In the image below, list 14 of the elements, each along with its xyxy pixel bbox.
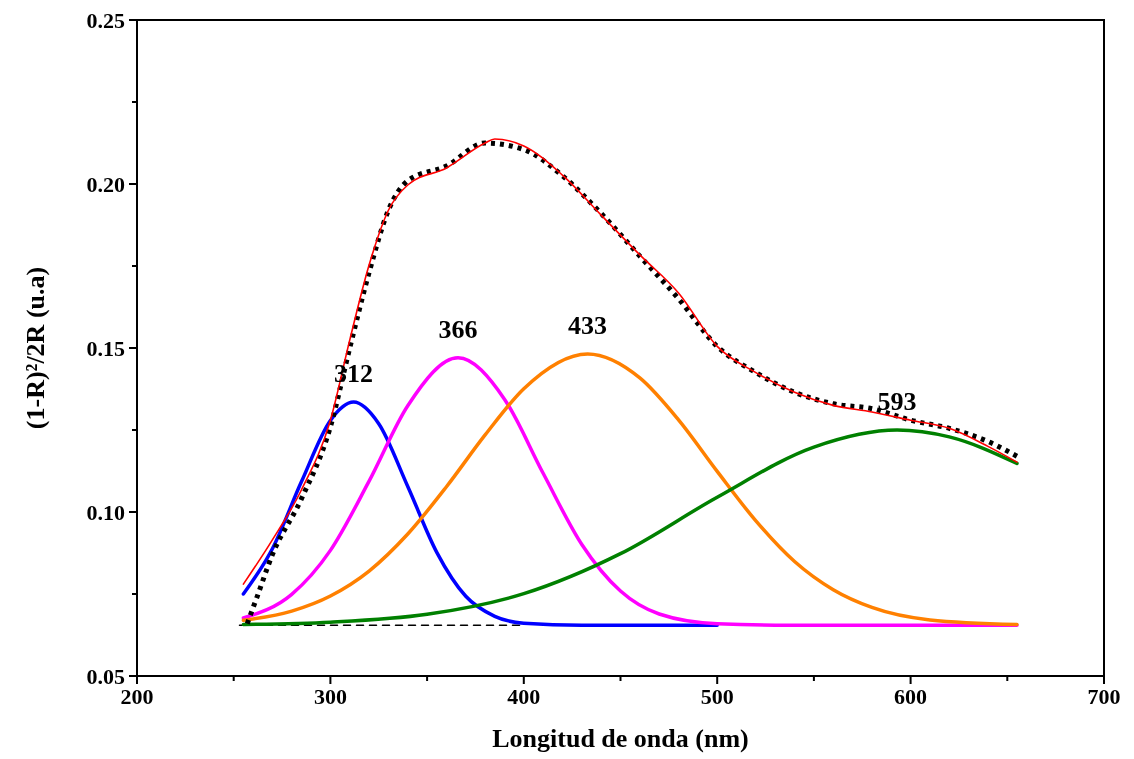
x-axis-title: Longitud de onda (nm) — [492, 724, 749, 753]
x-tick-label: 400 — [507, 684, 541, 709]
y-tick-label: 0.15 — [86, 335, 125, 361]
x-tick-label: 700 — [1087, 684, 1121, 709]
x-tick-label: 600 — [894, 684, 928, 709]
y-tick-label: 0.20 — [86, 171, 125, 197]
annotation: 366 — [438, 314, 478, 344]
y-tick-label: 0.10 — [86, 499, 125, 525]
x-tick-label: 500 — [700, 684, 734, 709]
annotation: 433 — [568, 310, 608, 340]
y-tick-label: 0.25 — [86, 7, 125, 33]
x-tick-label: 300 — [313, 684, 347, 709]
y-axis-title: (1-R)²/2R (u.a) — [21, 266, 50, 430]
annotation: 593 — [877, 387, 917, 416]
